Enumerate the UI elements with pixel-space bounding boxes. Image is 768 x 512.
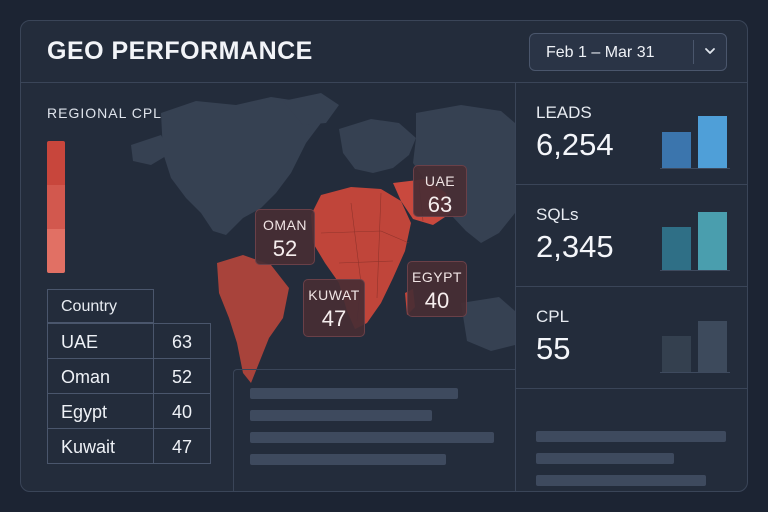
map-callout-egypt[interactable]: EGYPT 40 [407,261,467,317]
kpi-label: LEADS [536,103,592,122]
north-america-shape [161,97,321,235]
chart-baseline [660,372,730,373]
chart-baseline [660,168,730,169]
callout-value: 47 [321,306,347,331]
callout-value: 63 [427,192,453,217]
chevron-down-icon [705,48,715,54]
callout-value: 52 [272,236,298,261]
table-row[interactable]: Kuwait 47 [47,428,212,464]
notes-placeholder-card [233,369,515,491]
europe-shape [339,119,416,173]
alaska-shape [131,135,171,165]
geo-performance-panel: GEO PERFORMANCE Feb 1 – Mar 31 [20,20,748,492]
kpi-bar-1 [662,132,691,168]
callout-country: OMAN [263,217,307,233]
placeholder-line [536,431,726,442]
kpi-label: SQLs [536,205,579,224]
table-cell-country: Oman [47,358,154,394]
callout-country: UAE [424,173,456,189]
callout-country: EGYPT [412,269,462,285]
kpi-value: 6,254 [536,127,614,162]
kpi-label: CPL [536,307,570,326]
kpi-bar-1 [662,227,691,270]
kpi-card-cpl[interactable]: CPL 55 [516,287,747,389]
placeholder-line [536,453,674,464]
date-range-label: Feb 1 – Mar 31 [546,44,655,61]
kpi-card-sqls[interactable]: SQLs 2,345 [516,185,747,287]
legend-swatch-mid [47,185,65,229]
africa-shape [311,187,411,329]
table-cell-country: UAE [47,323,154,359]
callout-country: KUWAT [308,287,360,303]
map-callout-uae[interactable]: UAE 63 [413,165,467,217]
cpl-color-legend [47,141,65,273]
kpi-mini-bar-chart [660,311,730,373]
placeholder-line [250,410,432,421]
table-cell-value: 52 [153,358,211,394]
legend-swatch-high [47,141,65,185]
table-cell-value: 47 [153,428,211,464]
south-america-shape [217,255,289,383]
table-row[interactable]: Egypt 40 [47,393,212,429]
legend-swatch-low [47,229,65,273]
kpi-bar-2 [698,212,727,270]
placeholder-line [250,388,458,399]
kpi-card-leads[interactable]: LEADS 6,254 [516,83,747,185]
kpi-value: 55 [536,331,571,366]
table-cell-country: Egypt [47,393,154,429]
table-cell-country: Kuwait [47,428,154,464]
kpi-bar-1 [662,336,691,372]
table-row[interactable]: UAE 63 [47,323,212,359]
kpi-value: 2,345 [536,229,614,264]
table-cell-value: 40 [153,393,211,429]
table-cell-value: 63 [153,323,211,359]
select-divider [693,40,694,64]
chart-baseline [660,270,730,271]
map-callout-kuwait[interactable]: KUWAT 47 [303,279,365,337]
map-callout-oman[interactable]: OMAN 52 [255,209,315,265]
placeholder-line [250,432,494,443]
greenland-shape [283,93,339,125]
map-area: UAE 63 OMAN 52 KUWAT 47 EGYPT 40 [21,83,515,491]
table-row[interactable]: Oman 52 [47,358,212,394]
kpi-mini-bar-chart [660,209,730,271]
australia-shape [461,297,515,351]
legend-title: REGIONAL CPL [47,105,162,121]
kpi-bar-2 [698,116,727,168]
date-range-select[interactable]: Feb 1 – Mar 31 [529,33,727,71]
callout-value: 40 [424,288,450,313]
table-header-country: Country [47,289,154,323]
kpi-placeholder-card [516,413,747,491]
placeholder-line [536,475,706,486]
kpi-column: LEADS 6,254 SQLs 2,345 CPL 55 [515,83,747,491]
kpi-mini-bar-chart [660,107,730,169]
kpi-bar-2 [698,321,727,372]
panel-header: GEO PERFORMANCE Feb 1 – Mar 31 [21,21,747,83]
placeholder-line [250,454,446,465]
page-title: GEO PERFORMANCE [47,37,313,65]
